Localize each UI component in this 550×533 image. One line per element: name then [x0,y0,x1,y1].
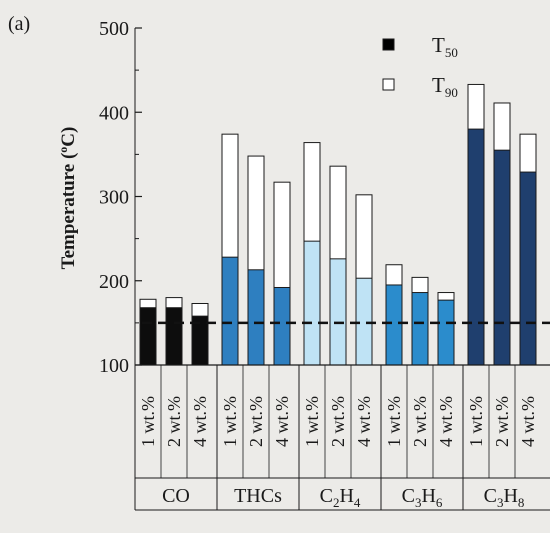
bar-t50 [437,299,455,366]
bar-t50 [139,307,157,366]
x-tick-label: 2 wt.% [328,396,348,447]
group-label: THCs [234,485,282,507]
bar-t50 [221,256,239,366]
bar-t50 [247,269,265,366]
group-label: C3H8 [484,485,525,510]
x-tick-label: 4 wt.% [518,396,538,447]
y-tick-label: 200 [99,271,129,293]
y-axis-label: Temperature (oC) [56,127,79,270]
x-tick-label: 1 wt.% [220,396,240,447]
x-tick-label: 1 wt.% [138,396,158,447]
x-tick-label: 4 wt.% [354,396,374,447]
y-tick-label: 100 [99,355,129,377]
x-tick-label: 2 wt.% [164,396,184,447]
legend-label-t90: T90 [432,73,458,100]
x-labels: 1 wt.% 2 wt.% 4 wt.% 1 wt.% 2 wt.% 4 wt.% 1 wt… [138,396,538,447]
group-label: CO [162,485,190,507]
x-tick-label: 1 wt.% [466,396,486,447]
bars [139,83,537,366]
y-ticks: 100 200 300 400 500 [99,18,142,377]
x-tick-label: 1 wt.% [384,396,404,447]
x-tick-label: 4 wt.% [272,396,292,447]
y-tick-label: 300 [99,187,129,209]
x-tick-label: 2 wt.% [410,396,430,447]
x-tick-label: 4 wt.% [190,396,210,447]
x-tick-label: 4 wt.% [436,396,456,447]
bar-t50 [273,286,291,366]
legend-swatch-t50 [382,38,395,51]
group-label: C2H4 [320,485,361,510]
bar-t50 [165,307,183,366]
x-tick-label: 2 wt.% [246,396,266,447]
y-tick-label: 500 [99,18,129,40]
legend-swatch-t90 [382,78,395,91]
y-tick-label: 400 [99,102,129,124]
panel-label: (a) [8,13,30,35]
legend-label-t50: T50 [432,33,458,60]
bar-t50 [493,149,511,366]
group-labels: CO THCs C2H4 C3H6 C3H8 [162,485,524,510]
group-label: C3H6 [402,485,443,510]
axes [134,28,550,511]
x-tick-label: 1 wt.% [302,396,322,447]
bar-t50 [303,240,321,366]
bar-t50 [355,277,373,366]
bar-t50 [411,292,429,366]
bar-t50 [519,171,537,366]
bar-t50 [467,128,485,366]
bar-t50 [329,258,347,366]
x-tick-label: 2 wt.% [492,396,512,447]
bar-t50 [385,284,403,366]
